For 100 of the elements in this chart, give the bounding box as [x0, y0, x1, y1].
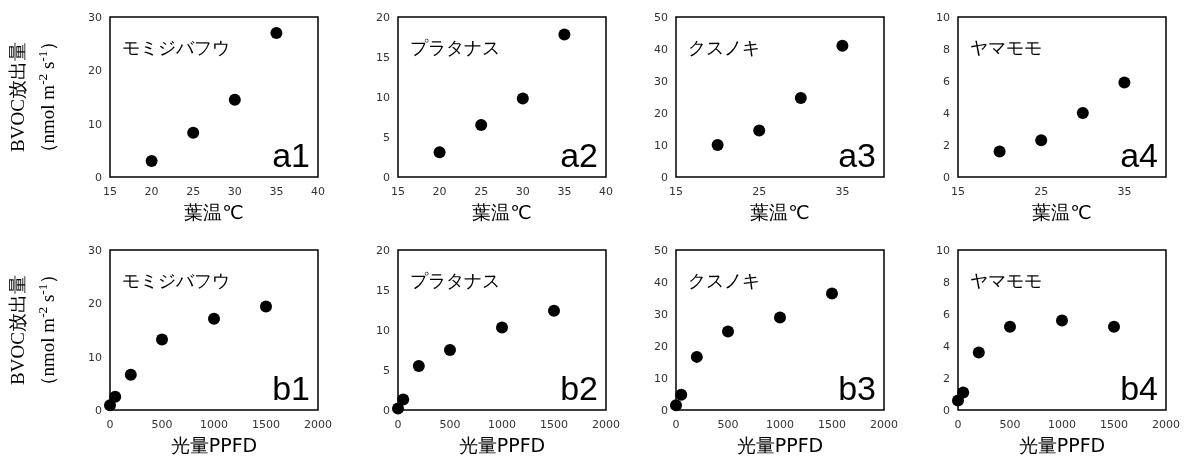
annotation: b4 — [1120, 369, 1158, 407]
y-tick-label: 50 — [654, 10, 668, 24]
point — [392, 402, 404, 415]
annotation: プラタナス — [410, 37, 500, 58]
x-tick-label: 35 — [269, 185, 284, 198]
x-axis-title: 光量PPFD — [1018, 434, 1106, 456]
x-tick-label: 35 — [557, 185, 572, 198]
x-tick-label: 35 — [835, 185, 850, 198]
point — [412, 360, 425, 372]
x-tick-label: 500 — [439, 418, 461, 431]
point — [836, 39, 849, 52]
x-tick-label: 1000 — [488, 418, 516, 431]
point — [548, 304, 560, 317]
y-tick-label: 2 — [943, 371, 950, 385]
point — [1056, 314, 1068, 327]
y-tick-label: 2 — [943, 138, 950, 152]
point — [794, 91, 807, 104]
point — [104, 399, 116, 412]
x-tick-label: 2000 — [1152, 418, 1180, 431]
annotation: b1 — [272, 369, 310, 407]
x-tick-label: 1000 — [1048, 418, 1076, 431]
annotation: プラタナス — [410, 270, 500, 291]
y-tick-label: 30 — [654, 74, 668, 88]
y-tick-label: 6 — [943, 307, 950, 321]
x-tick-label: 20 — [144, 185, 159, 198]
point — [433, 146, 446, 159]
x-tick-label: 0 — [394, 418, 402, 431]
y-tick-label: 20 — [654, 106, 668, 120]
y-tick-label: 40 — [654, 275, 668, 289]
point — [690, 350, 703, 363]
y-tick-label: 10 — [88, 350, 102, 364]
x-tick-label: 25 — [752, 185, 767, 198]
x-tick-label: 0 — [106, 418, 114, 431]
annotation: クスノキ — [688, 270, 760, 291]
y-tick-label: 20 — [376, 10, 390, 24]
point — [397, 393, 410, 406]
point — [957, 386, 970, 399]
y-tick-label: 10 — [376, 90, 390, 104]
point — [675, 388, 688, 401]
point — [1076, 107, 1089, 119]
point — [670, 399, 682, 412]
y-tick-label: 0 — [383, 403, 390, 417]
x-tick-label: 25 — [474, 185, 489, 198]
x-axis-title: 葉温℃ — [184, 201, 244, 223]
y-tick-label: 30 — [88, 243, 102, 257]
point — [826, 287, 838, 300]
x-tick-label: 15 — [391, 185, 405, 198]
x-tick-label: 15 — [103, 185, 117, 198]
y-tick-label: 10 — [936, 243, 950, 257]
point — [260, 300, 272, 313]
x-tick-label: 2000 — [304, 418, 332, 431]
y-tick-label: 50 — [654, 243, 668, 257]
point — [1004, 320, 1016, 333]
y-tick-label: 10 — [936, 10, 950, 24]
y-tick-label: 40 — [654, 42, 668, 56]
x-tick-label: 1500 — [818, 418, 846, 431]
x-tick-label: 15 — [951, 185, 965, 198]
x-tick-label: 25 — [186, 185, 201, 198]
point — [774, 311, 786, 324]
x-tick-label: 500 — [151, 418, 173, 431]
x-tick-label: 1000 — [766, 418, 794, 431]
annotation: b2 — [560, 369, 598, 407]
point — [228, 93, 241, 106]
y-tick-label: 20 — [88, 297, 102, 311]
point — [475, 119, 488, 131]
annotation: a2 — [560, 136, 598, 174]
y-tick-label: 5 — [383, 130, 390, 144]
x-tick-label: 0 — [954, 418, 962, 431]
x-tick-label: 25 — [1034, 185, 1049, 198]
point — [156, 333, 168, 346]
x-tick-label: 30 — [227, 185, 242, 198]
y-tick-label: 10 — [654, 138, 668, 152]
y-tick-label: 30 — [654, 307, 668, 321]
y-tick-label: 20 — [376, 243, 390, 257]
point — [208, 312, 220, 325]
x-tick-label: 15 — [669, 185, 683, 198]
y-tick-label: 4 — [943, 106, 950, 120]
annotation: a4 — [1120, 136, 1158, 174]
y-tick-label: 0 — [95, 403, 102, 417]
x-tick-label: 500 — [999, 418, 1021, 431]
point — [145, 155, 158, 167]
y-tick-label: 15 — [376, 283, 390, 297]
x-tick-label: 2000 — [592, 418, 620, 431]
annotation: モミジバフウ — [122, 37, 230, 58]
point — [516, 92, 529, 105]
y-tick-label: 0 — [943, 403, 950, 417]
point — [1118, 76, 1131, 89]
y-tick-label: 30 — [88, 10, 102, 24]
point — [109, 390, 122, 403]
annotation: クスノキ — [688, 37, 760, 58]
x-tick-label: 1500 — [252, 418, 280, 431]
x-axis-title: 光量PPFD — [458, 434, 546, 456]
y-tick-label: 0 — [661, 403, 668, 417]
point — [722, 325, 734, 338]
y-tick-label: 6 — [943, 74, 950, 88]
y-tick-label: 0 — [95, 170, 102, 184]
x-tick-label: 1000 — [200, 418, 228, 431]
y-tick-label: 10 — [654, 371, 668, 385]
x-tick-label: 0 — [672, 418, 680, 431]
point — [444, 344, 456, 356]
